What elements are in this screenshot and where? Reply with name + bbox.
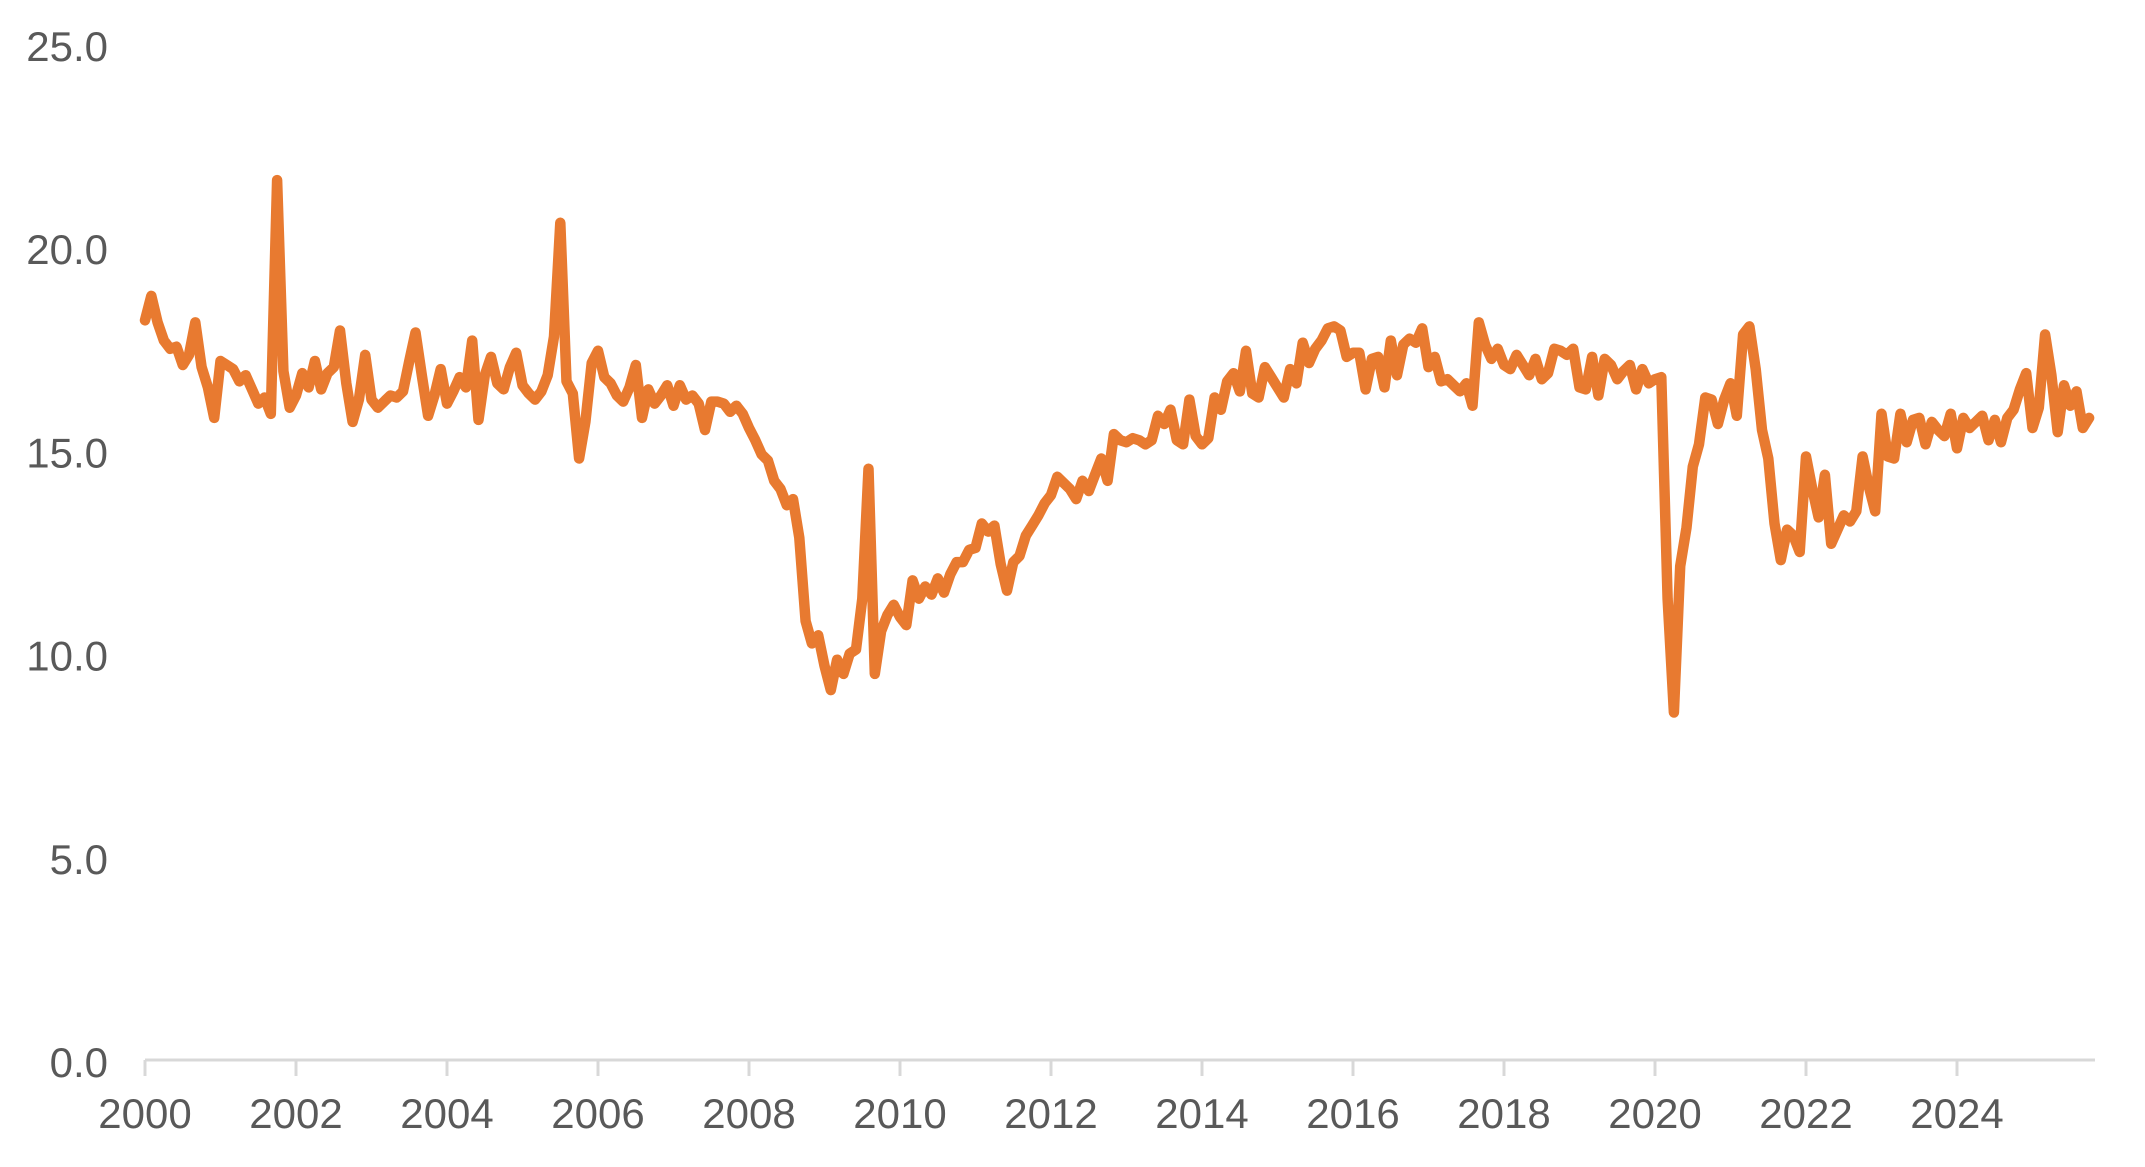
y-axis-tick-label: 15.0	[26, 429, 108, 476]
x-axis-tick-label: 2008	[702, 1090, 795, 1137]
x-axis-tick-label: 2016	[1306, 1090, 1399, 1137]
x-axis-tick-label: 2006	[551, 1090, 644, 1137]
x-axis-tick-label: 2002	[249, 1090, 342, 1137]
x-axis-tick-label: 2020	[1608, 1090, 1701, 1137]
x-axis-tick-label: 2024	[1910, 1090, 2003, 1137]
x-axis-tick-label: 2018	[1457, 1090, 1550, 1137]
series-line	[139, 174, 2095, 718]
y-axis-tick-label: 0.0	[50, 1039, 108, 1086]
x-axis-tick-label: 2010	[853, 1090, 946, 1137]
x-axis-tick-label: 2004	[400, 1090, 493, 1137]
y-axis-tick-label: 20.0	[26, 226, 108, 273]
y-axis-tick-label: 5.0	[50, 836, 108, 883]
x-axis-tick-label: 2012	[1004, 1090, 1097, 1137]
y-axis-tick-label: 25.0	[26, 23, 108, 70]
x-axis-tick-label: 2000	[98, 1090, 191, 1137]
x-axis-tick-label: 2014	[1155, 1090, 1248, 1137]
x-axis-tick-label: 2022	[1759, 1090, 1852, 1137]
y-axis-tick-label: 10.0	[26, 633, 108, 680]
